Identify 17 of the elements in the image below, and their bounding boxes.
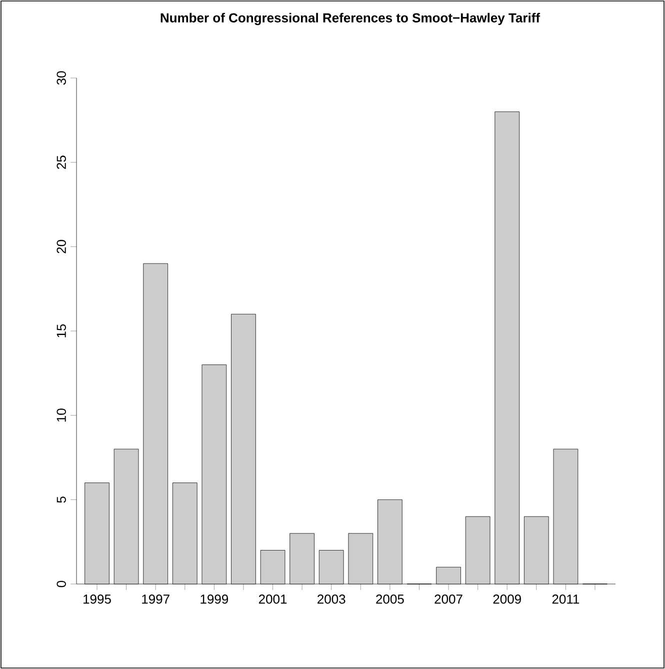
- y-tick-label: 15: [56, 324, 66, 338]
- y-tick-label: 0: [56, 580, 66, 588]
- y-tick-label: 30: [56, 71, 66, 85]
- y-tick-label: 20: [56, 240, 66, 254]
- chart-title: Number of Congressional References to Smoot−Hawley Tariff: [160, 12, 540, 26]
- x-tick-label: 2003: [318, 594, 346, 604]
- x-tick-label: 1995: [84, 594, 111, 604]
- y-tick-label: 5: [56, 496, 66, 503]
- x-tick-label: 1999: [200, 594, 228, 604]
- y-tick-label: 25: [56, 156, 66, 169]
- x-tick-label: 2005: [376, 594, 404, 604]
- x-tick-label: 1997: [142, 594, 170, 604]
- x-tick-label: 2001: [258, 594, 287, 604]
- x-tick-label: 2011: [552, 594, 580, 604]
- y-tick-label: 10: [56, 408, 66, 422]
- x-tick-label: 2007: [434, 594, 462, 604]
- x-tick-label: 2009: [493, 594, 521, 604]
